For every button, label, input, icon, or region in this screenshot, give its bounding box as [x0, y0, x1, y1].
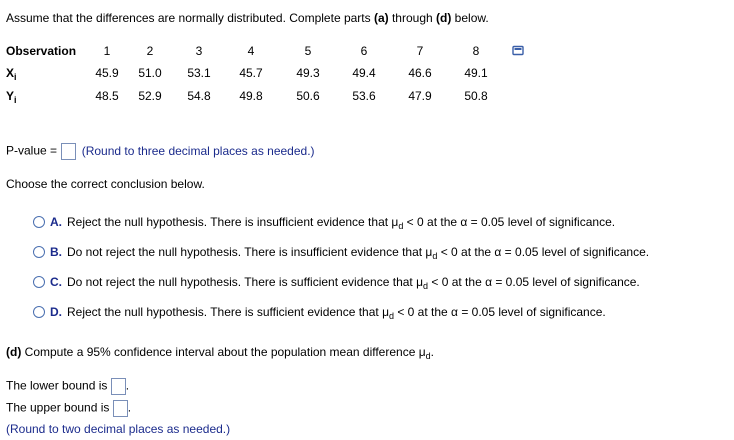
row-label-y-letter: Y — [6, 89, 15, 103]
option-c-text: Do not reject the null hypothesis. There… — [67, 275, 640, 291]
part-d-end: . — [430, 345, 434, 359]
option-d[interactable]: D. Reject the null hypothesis. There is … — [33, 305, 606, 321]
choose-instruction: Choose the correct conclusion below. — [6, 177, 205, 191]
x-value-2: 51.0 — [138, 66, 162, 80]
option-d-radio[interactable] — [33, 306, 45, 318]
x-value-4: 45.7 — [239, 66, 263, 80]
y-value-2: 52.9 — [138, 89, 162, 103]
round-hint: (Round to two decimal places as needed.) — [6, 422, 231, 436]
option-b-pre: Do not reject the null hypothesis. There… — [67, 245, 433, 259]
option-c-letter: C. — [50, 275, 62, 289]
prompt-part-d: (d) — [436, 11, 452, 25]
option-a-letter: A. — [50, 215, 62, 229]
y-value-8: 50.8 — [464, 89, 488, 103]
y-value-5: 50.6 — [296, 89, 320, 103]
table-header-4: 4 — [247, 44, 255, 58]
option-a-radio[interactable] — [33, 216, 45, 228]
lower-bound-answer-box[interactable] — [110, 378, 126, 395]
table-header-observation: Observation — [6, 44, 77, 58]
option-c-pre: Do not reject the null hypothesis. There… — [67, 275, 424, 289]
option-c-radio[interactable] — [33, 276, 45, 288]
option-b-letter: B. — [50, 245, 62, 259]
table-header-2: 2 — [146, 44, 154, 58]
pvalue-row: P-value = (Round to three decimal places… — [6, 143, 315, 160]
option-a-sub: d — [398, 221, 404, 231]
table-header-1: 1 — [103, 44, 111, 58]
x-value-6: 49.4 — [352, 66, 376, 80]
option-d-post: < 0 at the α = 0.05 level of significanc… — [394, 305, 606, 319]
row-label-x: Xi — [6, 66, 17, 82]
prompt-end: below. — [451, 11, 489, 25]
option-a-pre: Reject the null hypothesis. There is ins… — [67, 215, 399, 229]
copy-data-icon[interactable] — [512, 45, 525, 60]
option-b[interactable]: B. Do not reject the null hypothesis. Th… — [33, 245, 650, 261]
x-value-3: 53.1 — [187, 66, 211, 80]
row-label-x-sub: i — [14, 72, 17, 82]
y-value-7: 47.9 — [408, 89, 432, 103]
option-c-post: < 0 at the α = 0.05 level of significanc… — [428, 275, 640, 289]
pvalue-hint: (Round to three decimal places as needed… — [81, 143, 315, 158]
option-b-sub: d — [432, 251, 438, 261]
option-a-post: < 0 at the α = 0.05 level of significanc… — [403, 215, 616, 229]
pvalue-answer-box[interactable] — [61, 143, 77, 160]
lower-bound-label: The lower bound is — [6, 378, 108, 393]
option-c-sub: d — [423, 281, 429, 291]
part-d-sub: d — [425, 351, 431, 361]
y-value-4: 49.8 — [239, 89, 263, 103]
option-b-radio[interactable] — [33, 246, 45, 258]
option-d-text: Reject the null hypothesis. There is suf… — [67, 305, 606, 321]
row-label-y-sub: i — [14, 95, 17, 105]
row-label-y: Yi — [6, 89, 17, 105]
y-value-3: 54.8 — [187, 89, 211, 103]
x-value-7: 46.6 — [408, 66, 432, 80]
option-d-sub: d — [388, 311, 394, 321]
upper-bound-row: The upper bound is . — [6, 400, 131, 417]
y-value-1: 48.5 — [95, 89, 119, 103]
option-d-pre: Reject the null hypothesis. There is suf… — [67, 305, 389, 319]
table-header-6: 6 — [360, 44, 368, 58]
part-d-heading: (d) Compute a 95% confidence interval ab… — [6, 345, 434, 361]
upper-bound-label: The upper bound is — [6, 400, 110, 415]
part-d-text: Compute a 95% confidence interval about … — [21, 345, 426, 359]
part-d-label: (d) — [6, 345, 22, 359]
table-header-5: 5 — [304, 44, 312, 58]
table-header-7: 7 — [416, 44, 424, 58]
x-value-8: 49.1 — [464, 66, 488, 80]
lower-bound-row: The lower bound is . — [6, 378, 129, 395]
prompt-text: Assume that the differences are normally… — [6, 11, 374, 25]
x-value-1: 45.9 — [95, 66, 119, 80]
option-a[interactable]: A. Reject the null hypothesis. There is … — [33, 215, 616, 231]
row-label-x-letter: X — [6, 66, 15, 80]
lower-bound-period: . — [125, 378, 130, 393]
prompt-through: through — [388, 11, 437, 25]
table-header-3: 3 — [195, 44, 203, 58]
table-header-8: 8 — [472, 44, 480, 58]
option-d-letter: D. — [50, 305, 62, 319]
option-a-text: Reject the null hypothesis. There is ins… — [67, 215, 616, 231]
prompt-part-a: (a) — [373, 11, 389, 25]
question-prompt: Assume that the differences are normally… — [6, 11, 489, 25]
upper-bound-period: . — [127, 400, 132, 415]
pvalue-label: P-value = — [6, 143, 58, 158]
x-value-5: 49.3 — [296, 66, 320, 80]
upper-bound-answer-box[interactable] — [112, 400, 128, 417]
option-c[interactable]: C. Do not reject the null hypothesis. Th… — [33, 275, 640, 291]
option-b-text: Do not reject the null hypothesis. There… — [67, 245, 650, 261]
option-b-post: < 0 at the α = 0.05 level of significanc… — [437, 245, 650, 259]
y-value-6: 53.6 — [352, 89, 376, 103]
